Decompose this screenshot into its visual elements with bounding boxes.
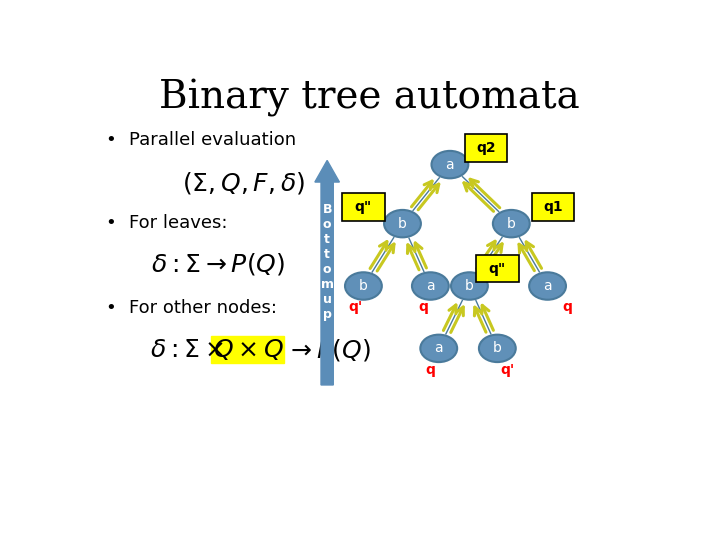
Text: b: b [493,341,502,355]
Text: q': q' [500,362,515,376]
Text: b: b [507,217,516,231]
Circle shape [479,335,516,362]
Circle shape [529,272,566,300]
Text: q": q" [489,261,506,275]
Text: a: a [426,279,435,293]
Text: b: b [398,217,407,231]
FancyBboxPatch shape [210,336,284,363]
Text: Parallel evaluation: Parallel evaluation [129,131,296,149]
Text: $\delta : \Sigma \rightarrow P(Q)$: $\delta : \Sigma \rightarrow P(Q)$ [151,252,285,278]
Circle shape [431,151,468,178]
Text: $\rightarrow P(Q)$: $\rightarrow P(Q)$ [287,336,372,363]
FancyBboxPatch shape [476,255,518,282]
FancyBboxPatch shape [465,134,508,161]
Text: •: • [106,131,117,149]
Text: •: • [106,299,117,317]
Text: a: a [434,341,443,355]
Text: a: a [446,158,454,172]
Text: b: b [359,279,368,293]
Text: •: • [106,214,117,232]
Circle shape [345,272,382,300]
Circle shape [412,272,449,300]
FancyArrow shape [315,160,339,385]
Text: q: q [563,300,572,314]
Text: For other nodes:: For other nodes: [129,299,277,317]
Circle shape [384,210,421,238]
Text: q2: q2 [477,141,496,155]
Text: q": q" [355,200,372,214]
Circle shape [420,335,457,362]
Text: a: a [544,279,552,293]
Text: q': q' [348,300,363,314]
Text: q: q [426,362,436,376]
Circle shape [451,272,488,300]
Text: $(\Sigma, Q, F, \delta)$: $(\Sigma, Q, F, \delta)$ [182,170,305,197]
Text: b: b [465,279,474,293]
FancyBboxPatch shape [532,193,575,221]
Circle shape [493,210,530,238]
Text: Binary tree automata: Binary tree automata [158,79,580,117]
Text: B
o
t
t
o
m
u
p: B o t t o m u p [320,203,333,321]
Text: $\delta : \Sigma \times$: $\delta : \Sigma \times$ [150,338,224,362]
Text: q: q [419,300,428,314]
FancyBboxPatch shape [342,193,384,221]
Text: For leaves:: For leaves: [129,214,228,232]
Text: q1: q1 [544,200,563,214]
Text: $Q \times Q$: $Q \times Q$ [213,337,284,362]
